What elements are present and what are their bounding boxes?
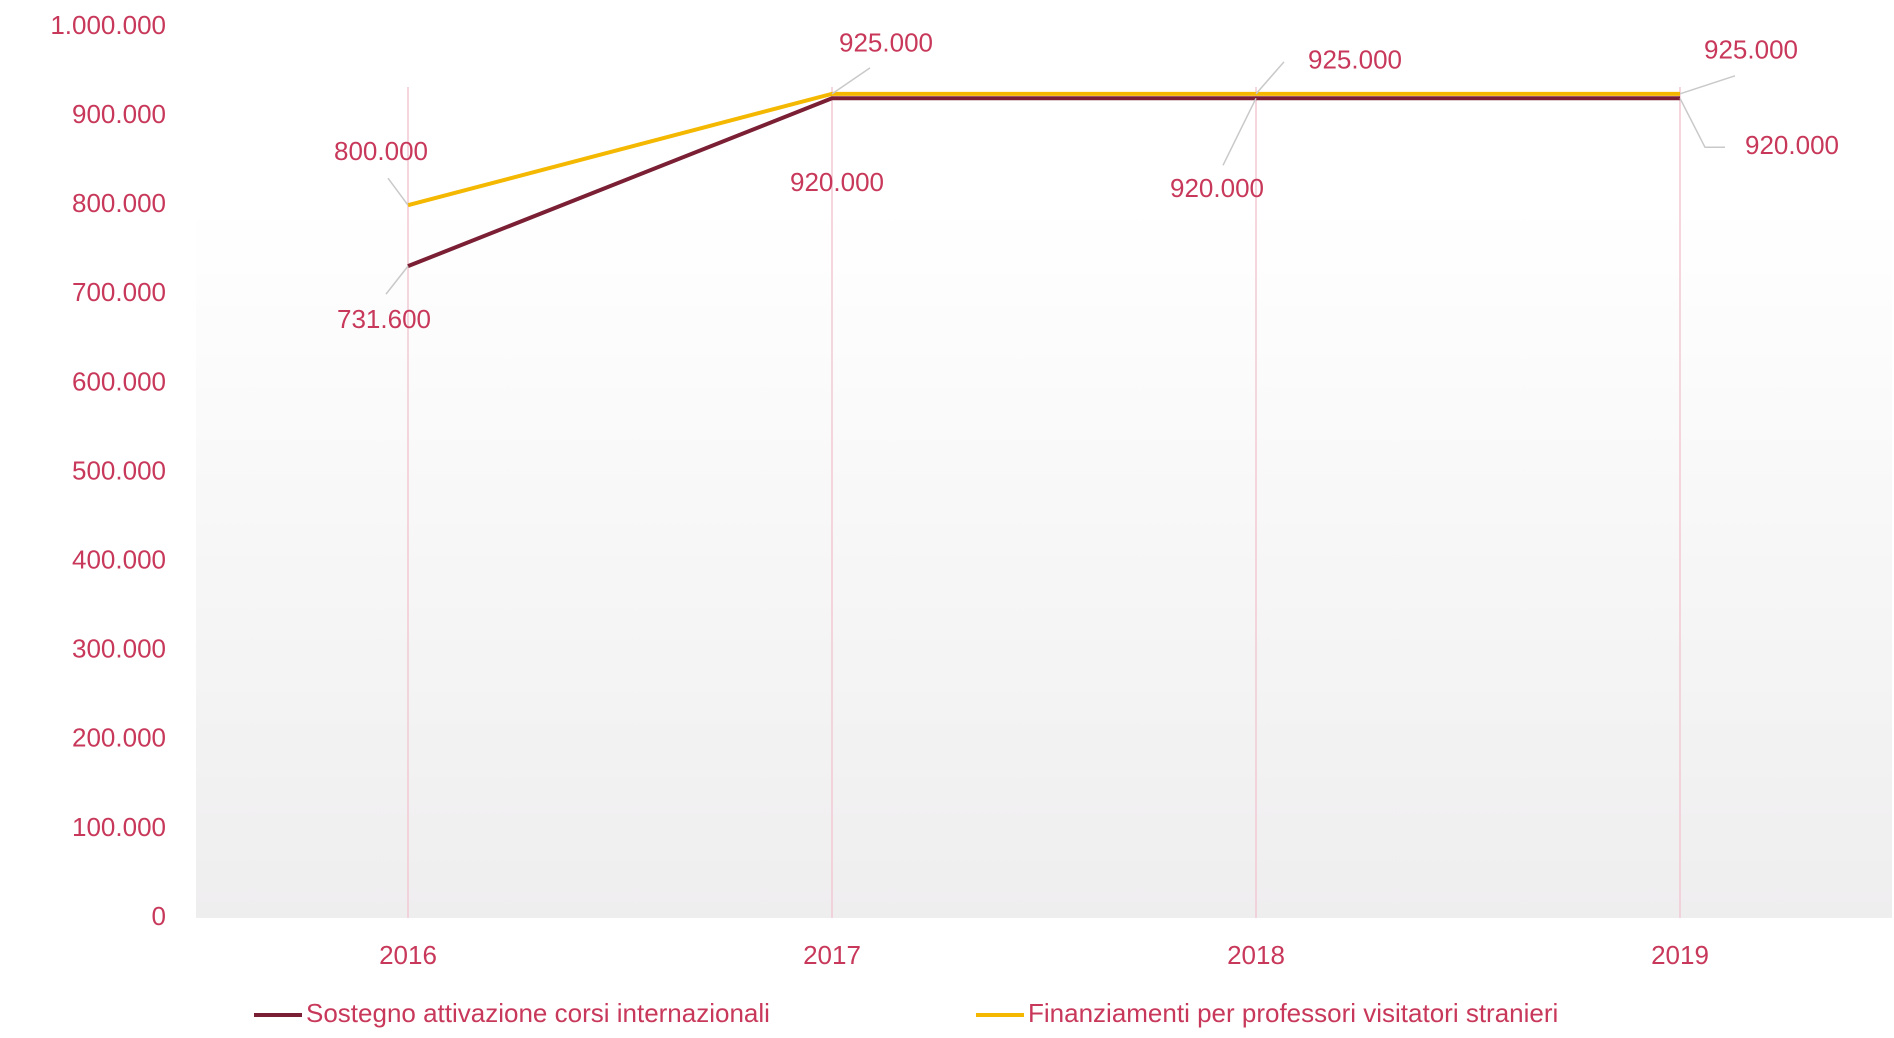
- y-tick-label: 400.000: [72, 544, 166, 574]
- data-label: 800.000: [334, 136, 428, 166]
- data-label: 925.000: [1704, 35, 1798, 65]
- y-tick-label: 900.000: [72, 99, 166, 129]
- plot-area: [196, 27, 1892, 918]
- leader-line: [387, 177, 409, 206]
- y-tick-label: 100.000: [72, 812, 166, 842]
- y-tick-label: 500.000: [72, 455, 166, 485]
- y-tick-label: 1.000.000: [50, 10, 166, 40]
- y-tick-label: 300.000: [72, 634, 166, 664]
- leader-line: [1679, 75, 1736, 95]
- data-label: 920.000: [1170, 173, 1264, 203]
- data-label: 920.000: [790, 167, 884, 197]
- y-tick-label: 600.000: [72, 366, 166, 396]
- leader-line: [1222, 97, 1257, 166]
- x-tick-label: 2019: [1651, 940, 1709, 970]
- legend-label: Sostegno attivazione corsi internazional…: [306, 998, 770, 1028]
- data-label: 731.600: [337, 304, 431, 334]
- x-tick-label: 2018: [1227, 940, 1285, 970]
- y-tick-label: 200.000: [72, 723, 166, 753]
- y-tick-label: 700.000: [72, 277, 166, 307]
- y-tick-label: 800.000: [72, 188, 166, 218]
- leader-line: [831, 67, 871, 95]
- series-line: [407, 91, 1680, 208]
- data-label: 920.000: [1745, 130, 1839, 160]
- y-tick-label: 0: [152, 901, 166, 931]
- series-line: [407, 96, 1680, 269]
- x-tick-label: 2016: [379, 940, 437, 970]
- leader-line: [1255, 61, 1285, 95]
- legend-label: Finanziamenti per professori visitatori …: [1028, 998, 1558, 1028]
- data-label: 925.000: [1308, 45, 1402, 75]
- data-label: 925.000: [839, 28, 933, 58]
- leader-line: [385, 265, 409, 295]
- leader-line: [1679, 97, 1725, 149]
- x-tick-label: 2017: [803, 940, 861, 970]
